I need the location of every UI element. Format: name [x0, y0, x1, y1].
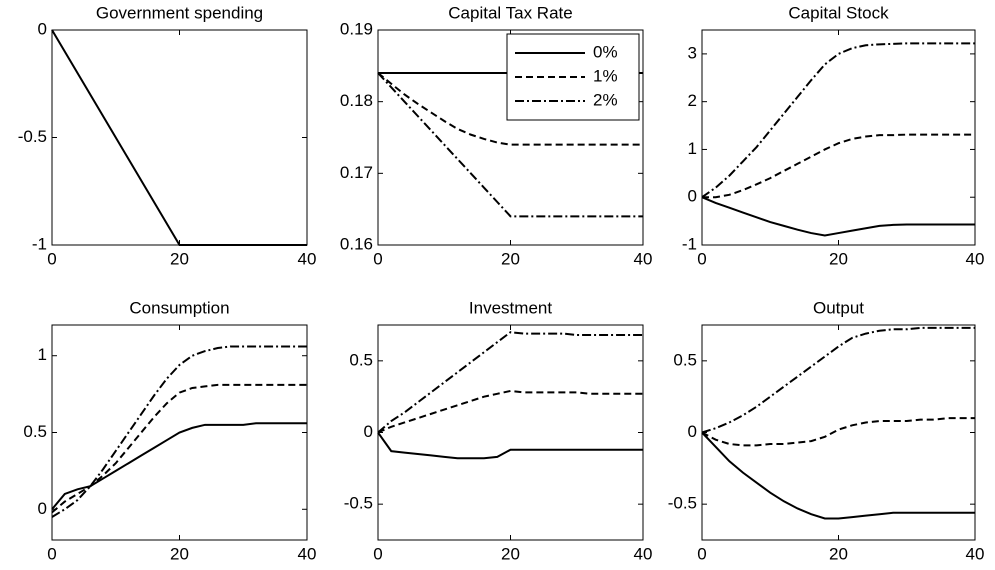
plot-area: [52, 30, 307, 245]
axes-box: [51, 29, 308, 246]
y-tick-label: 0: [364, 422, 373, 441]
x-tick-label: 40: [634, 249, 653, 268]
x-tick-label: 20: [501, 544, 520, 563]
panel-title: Government spending: [96, 3, 263, 22]
x-tick-label: 0: [373, 249, 382, 268]
panel-title: Investment: [469, 298, 552, 317]
panel: Capital Tax Rate 0 20 40 0.16 0.17 0.18 0.19 0% 1…: [340, 3, 653, 268]
axes-box: [377, 324, 644, 541]
y-tick-label: -0.5: [668, 494, 697, 513]
y-tick-label: 0: [38, 499, 47, 518]
legend-label: 0%: [593, 42, 618, 61]
x-tick-label: 40: [298, 249, 317, 268]
x-tick-label: 40: [966, 249, 985, 268]
x-tick-label: 20: [170, 249, 189, 268]
series-line: [701, 196, 975, 237]
y-tick-label: 1: [38, 345, 47, 364]
plot-area: [378, 325, 643, 540]
y-tick-label: -0.5: [18, 127, 47, 146]
series-line: [701, 417, 975, 447]
y-tick-label: 0.5: [23, 422, 47, 441]
y-tick-label: 0.18: [340, 91, 373, 110]
plot-area: [702, 325, 975, 540]
y-tick-label: 1: [688, 139, 697, 158]
x-tick-label: 40: [966, 544, 985, 563]
y-tick-label: 0.16: [340, 234, 373, 253]
y-tick-label: 2: [688, 91, 697, 110]
panel-title: Output: [813, 298, 864, 317]
y-tick-label: 0: [38, 19, 47, 38]
y-tick-label: 0.5: [673, 350, 697, 369]
panel: Output 0 20 40 -0.5 0 0.5: [668, 298, 985, 563]
series-line: [377, 72, 643, 146]
x-tick-label: 20: [170, 544, 189, 563]
x-tick-label: 20: [829, 544, 848, 563]
y-tick-label: -1: [32, 234, 47, 253]
x-tick-label: 0: [47, 249, 56, 268]
series-line: [701, 431, 975, 520]
x-tick-label: 0: [697, 544, 706, 563]
series-line: [701, 326, 975, 434]
series-line: [701, 42, 975, 199]
x-tick-label: 20: [829, 249, 848, 268]
series-line: [51, 422, 307, 510]
x-tick-label: 0: [373, 544, 382, 563]
legend-label: 2%: [593, 90, 618, 109]
panel: Government spending 0 20 40 -1 -0.5 0: [18, 3, 317, 268]
y-tick-label: -1: [682, 234, 697, 253]
plot-area: [702, 30, 975, 245]
x-tick-label: 40: [298, 544, 317, 563]
y-tick-label: 0.17: [340, 163, 373, 182]
legend-label: 1%: [593, 66, 618, 85]
y-tick-label: 0.19: [340, 19, 373, 38]
panel-title: Consumption: [129, 298, 229, 317]
y-tick-label: 3: [688, 43, 697, 62]
series-line: [51, 345, 307, 518]
panel-title: Capital Tax Rate: [448, 3, 572, 22]
x-tick-label: 20: [501, 249, 520, 268]
panel: Investment 0 20 40 -0.5 0 0.5: [344, 298, 653, 563]
y-tick-label: -0.5: [344, 494, 373, 513]
y-tick-label: 0: [688, 422, 697, 441]
panel-title: Capital Stock: [788, 3, 889, 22]
x-tick-label: 0: [697, 249, 706, 268]
panel: Consumption 0 20 40 0 0.5 1: [23, 298, 316, 563]
axes-box: [701, 29, 976, 246]
series-line: [377, 431, 643, 460]
series-line: [702, 133, 975, 199]
series-line: [377, 389, 643, 434]
axes-box: [51, 324, 308, 541]
axes-box: [377, 29, 644, 246]
x-tick-label: 0: [47, 544, 56, 563]
axes-box: [701, 324, 976, 541]
x-tick-label: 40: [634, 544, 653, 563]
series-line: [377, 72, 643, 218]
series-line: [51, 383, 307, 514]
y-tick-label: 0: [688, 187, 697, 206]
series-line: [377, 331, 643, 434]
y-tick-label: 0.5: [349, 350, 373, 369]
